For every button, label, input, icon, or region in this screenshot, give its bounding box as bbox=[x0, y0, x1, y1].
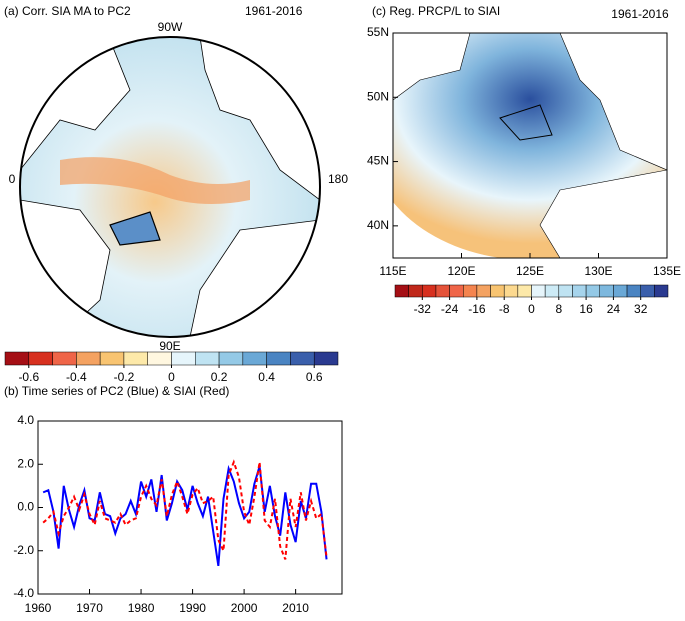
colorbar-label: 0.4 bbox=[258, 370, 275, 384]
colorbar-cell bbox=[218, 351, 244, 366]
colorbar-label: -32 bbox=[414, 302, 432, 316]
longitude-label: 90E bbox=[159, 339, 180, 353]
colorbar-cell bbox=[4, 351, 30, 366]
y-tick-label: 4.0 bbox=[17, 413, 34, 427]
colorbar-label: -24 bbox=[441, 302, 459, 316]
colorbar-cell bbox=[422, 284, 437, 298]
colorbar-cell bbox=[449, 284, 464, 298]
x-tick-label: 1970 bbox=[76, 601, 103, 615]
x-tick-label: 1980 bbox=[128, 601, 155, 615]
y-tick-label: 45N bbox=[367, 154, 389, 168]
colorbar-label: 8 bbox=[555, 302, 562, 316]
colorbar-cell bbox=[558, 284, 573, 298]
colorbar-label: 24 bbox=[607, 302, 621, 316]
x-tick-label: 125E bbox=[516, 264, 544, 278]
colorbar-cell bbox=[599, 284, 614, 298]
series-line bbox=[42, 464, 328, 567]
colorbar-label: 0.6 bbox=[306, 370, 323, 384]
colorbar-cell bbox=[147, 351, 172, 366]
x-tick-label: 130E bbox=[584, 264, 612, 278]
colorbar-cell bbox=[476, 284, 491, 298]
colorbar-cell bbox=[290, 351, 315, 366]
colorbar-cell bbox=[28, 351, 53, 366]
colorbar-cell bbox=[572, 284, 587, 298]
colorbar-cell bbox=[654, 284, 669, 298]
colorbar-cell bbox=[435, 284, 450, 298]
y-tick-label: -4.0 bbox=[13, 586, 34, 600]
colorbar-cell bbox=[463, 284, 478, 298]
series-line bbox=[42, 459, 328, 560]
x-tick-label: 2010 bbox=[282, 601, 309, 615]
colorbar-cell bbox=[394, 284, 409, 298]
colorbar-cell bbox=[99, 351, 125, 366]
colorbar-label: 0.2 bbox=[211, 370, 228, 384]
x-tick-label: 115E bbox=[379, 264, 406, 278]
colorbar-cell bbox=[76, 351, 101, 366]
colorbar-label: -0.2 bbox=[114, 370, 135, 384]
polar-field bbox=[20, 37, 320, 337]
colorbar-cell bbox=[640, 284, 655, 298]
colorbar-cell bbox=[503, 284, 519, 298]
colorbar-cell bbox=[266, 351, 291, 366]
x-tick-label: 120E bbox=[447, 264, 475, 278]
period: 1961-2016 bbox=[611, 7, 669, 21]
colorbar-cell bbox=[242, 351, 267, 366]
longitude-label: 90W bbox=[158, 20, 183, 34]
colorbar-label: -8 bbox=[499, 302, 510, 316]
longitude-label: 180 bbox=[328, 172, 348, 186]
colorbar-cell bbox=[613, 284, 628, 298]
colorbar-cell bbox=[123, 351, 148, 366]
x-tick-label: 1990 bbox=[179, 601, 206, 615]
y-tick-label: 50N bbox=[367, 89, 389, 103]
colorbar-cell bbox=[171, 351, 196, 366]
colorbar-cell bbox=[195, 351, 220, 366]
colorbar-cell bbox=[313, 351, 339, 366]
colorbar-label: -16 bbox=[468, 302, 486, 316]
colorbar-label: 32 bbox=[634, 302, 648, 316]
y-tick-label: -2.0 bbox=[13, 543, 34, 557]
colorbar-cell bbox=[531, 284, 546, 298]
colorbar-cell bbox=[490, 284, 505, 298]
colorbar-cell bbox=[626, 284, 641, 298]
colorbar-label: 0 bbox=[168, 370, 175, 384]
colorbar-cell bbox=[517, 284, 532, 298]
x-tick-label: 2000 bbox=[231, 601, 258, 615]
colorbar-label: 0 bbox=[528, 302, 535, 316]
x-tick-label: 135E bbox=[653, 264, 681, 278]
colorbar-cell bbox=[544, 284, 560, 298]
y-tick-label: 40N bbox=[367, 218, 389, 232]
longitude-label: 0 bbox=[9, 172, 16, 186]
colorbar-cell bbox=[52, 351, 77, 366]
colorbar-cell bbox=[408, 284, 423, 298]
plot-frame bbox=[37, 420, 343, 595]
colorbar-label: -0.4 bbox=[66, 370, 87, 384]
region-field bbox=[393, 33, 667, 258]
panel-title: (a) Corr. SIA MA to PC2 bbox=[4, 4, 131, 18]
y-tick-label: 55N bbox=[367, 25, 389, 39]
colorbar-label: 16 bbox=[579, 302, 593, 316]
x-tick-label: 1960 bbox=[25, 601, 52, 615]
panel-title: (b) Time series of PC2 (Blue) & SIAI (Re… bbox=[4, 384, 229, 398]
panel-title: (c) Reg. PRCP/L to SIAI bbox=[372, 4, 500, 18]
y-tick-label: 2.0 bbox=[17, 456, 34, 470]
colorbar-label: -0.6 bbox=[18, 370, 39, 384]
period: 1961-2016 bbox=[245, 4, 303, 18]
map-border bbox=[19, 36, 321, 338]
colorbar-cell bbox=[585, 284, 600, 298]
y-tick-label: 0.0 bbox=[17, 500, 34, 514]
